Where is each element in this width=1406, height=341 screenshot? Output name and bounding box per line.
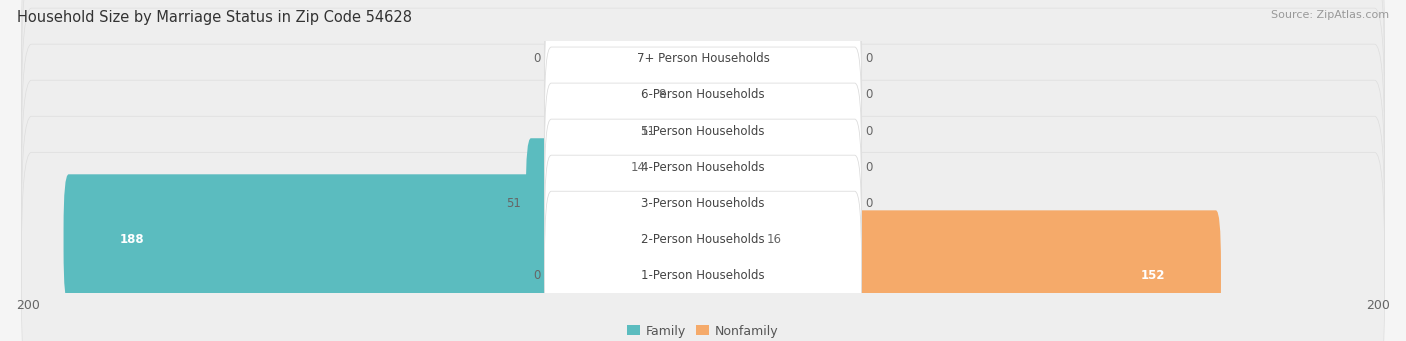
Text: 8: 8	[658, 89, 666, 102]
FancyBboxPatch shape	[544, 191, 862, 341]
Text: Household Size by Marriage Status in Zip Code 54628: Household Size by Marriage Status in Zip…	[17, 10, 412, 25]
FancyBboxPatch shape	[21, 80, 1385, 326]
FancyBboxPatch shape	[21, 0, 1385, 182]
FancyBboxPatch shape	[544, 47, 862, 215]
Text: 188: 188	[120, 233, 143, 246]
Text: 0: 0	[865, 124, 872, 137]
FancyBboxPatch shape	[544, 0, 862, 143]
FancyBboxPatch shape	[544, 119, 862, 287]
FancyBboxPatch shape	[661, 66, 709, 196]
FancyBboxPatch shape	[544, 11, 862, 179]
FancyBboxPatch shape	[21, 152, 1385, 341]
FancyBboxPatch shape	[63, 174, 709, 304]
Text: 4-Person Households: 4-Person Households	[641, 161, 765, 174]
Text: 16: 16	[768, 233, 782, 246]
Legend: Family, Nonfamily: Family, Nonfamily	[623, 320, 783, 341]
FancyBboxPatch shape	[21, 0, 1385, 218]
Text: 5-Person Households: 5-Person Households	[641, 124, 765, 137]
Text: 0: 0	[534, 269, 541, 282]
Text: 14: 14	[631, 161, 645, 174]
Text: 0: 0	[865, 89, 872, 102]
FancyBboxPatch shape	[21, 116, 1385, 341]
Text: 0: 0	[865, 197, 872, 210]
FancyBboxPatch shape	[671, 30, 709, 160]
Text: 0: 0	[865, 53, 872, 65]
Text: 6-Person Households: 6-Person Households	[641, 89, 765, 102]
FancyBboxPatch shape	[544, 155, 862, 323]
Text: 2-Person Households: 2-Person Households	[641, 233, 765, 246]
Text: 7+ Person Households: 7+ Person Households	[637, 53, 769, 65]
Text: 152: 152	[1140, 269, 1166, 282]
Text: Source: ZipAtlas.com: Source: ZipAtlas.com	[1271, 10, 1389, 20]
Text: 0: 0	[534, 53, 541, 65]
FancyBboxPatch shape	[697, 174, 762, 304]
Text: 1-Person Households: 1-Person Households	[641, 269, 765, 282]
FancyBboxPatch shape	[544, 83, 862, 251]
Text: 3-Person Households: 3-Person Households	[641, 197, 765, 210]
FancyBboxPatch shape	[21, 44, 1385, 290]
FancyBboxPatch shape	[21, 8, 1385, 254]
Text: 51: 51	[506, 197, 520, 210]
FancyBboxPatch shape	[651, 102, 709, 232]
FancyBboxPatch shape	[697, 210, 1220, 340]
Text: 11: 11	[641, 124, 655, 137]
FancyBboxPatch shape	[526, 138, 709, 268]
Text: 0: 0	[865, 161, 872, 174]
